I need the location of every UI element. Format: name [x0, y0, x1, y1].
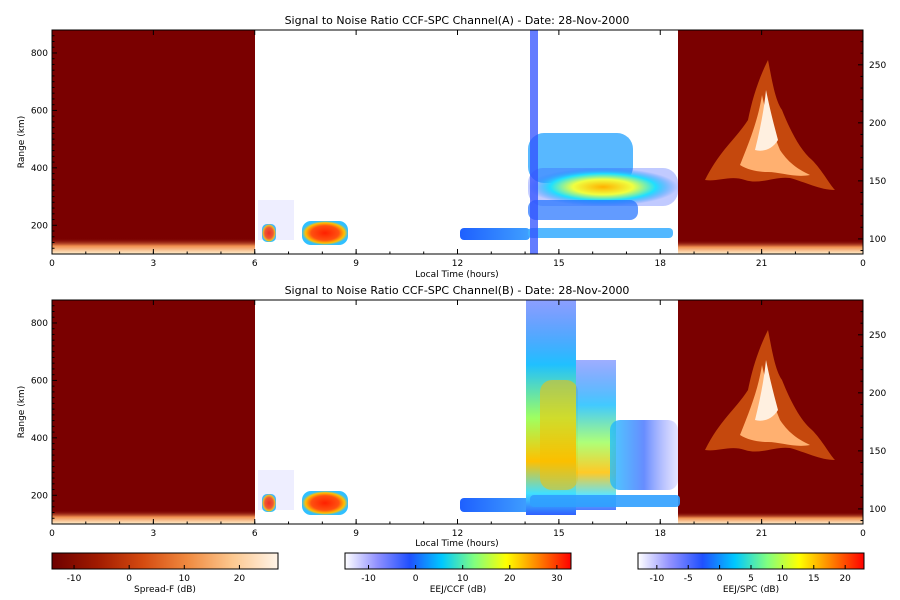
y2-tick-label: 200	[869, 119, 886, 129]
colorbar-tick-label: -5	[684, 574, 693, 584]
colorbar-tick-label: -10	[67, 574, 82, 584]
y2-tick-label: 100	[869, 235, 886, 245]
y2-tick-label: 150	[869, 447, 886, 457]
panel-a-feature-small	[262, 224, 276, 242]
x-tick-label: 12	[452, 529, 463, 539]
panel-b-feature-large	[302, 491, 348, 515]
x-tick-label: 6	[252, 259, 258, 269]
colorbar-tick-label: 10	[457, 574, 469, 584]
panel-b-noon-band	[460, 498, 530, 512]
x-tick-label: 18	[655, 529, 667, 539]
x-tick-label: 15	[553, 529, 564, 539]
panel-b-spreadf-bottom-echo	[52, 510, 255, 524]
panel-b-xlabel: Local Time (hours)	[415, 539, 498, 549]
panel-a-region-spreadf	[52, 30, 255, 254]
colorbar-tick-label: 20	[234, 574, 246, 584]
panel-channel-a: Signal to Noise Ratio CCF-SPC Channel(A)…	[17, 14, 886, 280]
x-tick-label: 21	[756, 529, 767, 539]
colorbar-tick-label: 0	[126, 574, 132, 584]
y-tick-label: 400	[31, 434, 48, 444]
colorbar-tick-label: 15	[808, 574, 819, 584]
colorbar-spread-f: Spread-F (dB) -10 0 10 20	[51, 552, 279, 595]
panel-a-title: Signal to Noise Ratio CCF-SPC Channel(A)…	[285, 14, 630, 27]
colorbar-legend: Spread-F (dB) -10 0 10 20 EEJ/CCF (dB) -10 0…	[51, 552, 865, 595]
colorbar-tick-label: 30	[551, 574, 563, 584]
colorbar-tick-label: 0	[413, 574, 419, 584]
colorbar-eej-spc-label: EEJ/SPC (dB)	[723, 585, 779, 595]
x-tick-label: 21	[756, 259, 767, 269]
colorbar-tick-label: -10	[361, 574, 376, 584]
panel-a-spread-f-plume	[705, 60, 835, 190]
panel-a-xlabel: Local Time (hours)	[415, 270, 498, 280]
x-tick-label: 15	[553, 259, 564, 269]
colorbar-tick-label: 20	[839, 574, 851, 584]
y2-tick-label: 150	[869, 177, 886, 187]
colorbar-tick-label: 10	[777, 574, 789, 584]
panel-a-vertical-streak	[530, 30, 538, 254]
x-tick-label: 6	[252, 529, 258, 539]
panel-a-spreadf-bottom-echo	[52, 238, 255, 254]
y2-tick-label: 200	[869, 389, 886, 399]
y-tick-label: 600	[31, 106, 48, 116]
y2-tick-label: 100	[869, 505, 886, 515]
panel-b-axes: 0 3 6 9 12 15 18 21 0 200 400 600 800 100 150 200 250	[31, 299, 886, 539]
x-tick-label: 3	[151, 529, 157, 539]
colorbar-eej-spc: EEJ/SPC (dB) -10 -5 0 5 10 15 20	[637, 552, 865, 595]
colorbar-tick-label: 0	[717, 574, 723, 584]
colorbar-tick-label: 10	[179, 574, 191, 584]
y-tick-label: 800	[31, 319, 48, 329]
panel-a-axes: 0 3 6 9 12 15 18 21 0 200 400 600 800 100 150 200 250	[31, 29, 886, 269]
colorbar-spread-f-label: Spread-F (dB)	[134, 585, 196, 595]
panel-a-spc-bottom-echo	[678, 240, 863, 254]
colorbar-gradient	[344, 552, 572, 570]
colorbar-tick-label: 20	[504, 574, 516, 584]
y2-tick-label: 250	[869, 331, 886, 341]
x-tick-label: 9	[353, 529, 359, 539]
panel-b-spc-bottom-echo	[678, 512, 863, 524]
x-tick-label: 3	[151, 259, 157, 269]
y-tick-label: 200	[31, 491, 48, 501]
y-tick-label: 400	[31, 164, 48, 174]
panel-b-region-spreadf	[52, 300, 255, 524]
panel-b-title: Signal to Noise Ratio CCF-SPC Channel(B)…	[285, 284, 630, 297]
panel-channel-b: Signal to Noise Ratio CCF-SPC Channel(B)…	[17, 284, 886, 549]
x-tick-label: 0	[860, 259, 866, 269]
colorbar-gradient	[51, 552, 279, 570]
x-tick-label: 0	[49, 259, 55, 269]
x-tick-label: 0	[49, 529, 55, 539]
panel-b-spread-f-plume	[705, 330, 835, 460]
colorbar-tick-label: -10	[649, 574, 664, 584]
panel-a-main-layer	[528, 168, 678, 206]
panel-b-plot-area	[52, 300, 863, 524]
x-tick-label: 12	[452, 259, 463, 269]
x-tick-label: 9	[353, 259, 359, 269]
x-tick-label: 18	[655, 259, 667, 269]
y-tick-label: 600	[31, 376, 48, 386]
x-tick-label: 0	[860, 529, 866, 539]
colorbar-tick-label: 5	[748, 574, 754, 584]
panel-a-noon-band	[460, 228, 530, 240]
y-tick-label: 200	[31, 221, 48, 231]
colorbar-eej-ccf: EEJ/CCF (dB) -10 0 10 20 30	[344, 552, 572, 595]
panel-a-plot-area	[52, 30, 863, 254]
panel-a-ylabel: Range (km)	[17, 116, 27, 168]
panel-a-feature-large	[302, 221, 348, 245]
y-tick-label: 800	[31, 49, 48, 59]
panel-b-ylabel: Range (km)	[17, 386, 27, 438]
panel-b-tail-layer	[610, 420, 678, 490]
panel-b-feature-small	[262, 494, 276, 512]
y2-tick-label: 250	[869, 61, 886, 71]
panel-b-secondary-tower	[576, 360, 616, 510]
colorbar-eej-ccf-label: EEJ/CCF (dB)	[430, 585, 487, 595]
